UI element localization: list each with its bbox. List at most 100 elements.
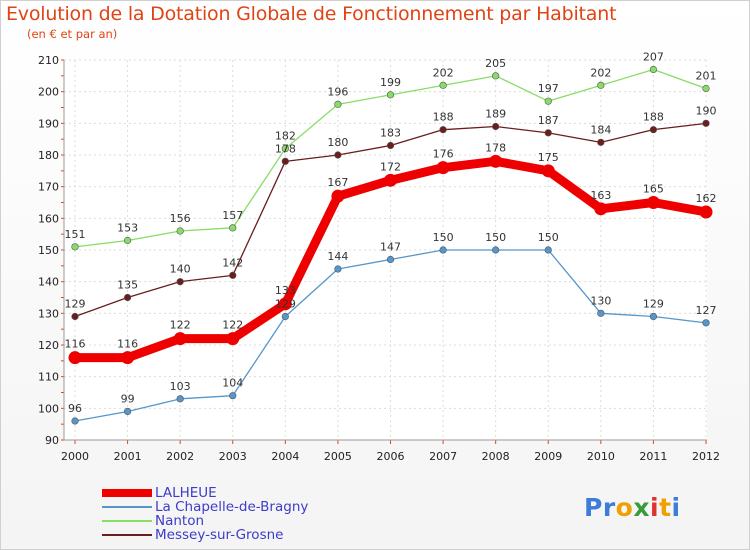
y-tick-label: 210 [38, 54, 59, 67]
y-tick-label: 100 [38, 402, 59, 415]
data-point [544, 129, 552, 137]
data-label: 150 [538, 231, 559, 244]
chart-title: Evolution de la Dotation Globale de Fonc… [6, 3, 617, 25]
data-point [121, 351, 135, 365]
y-tick-label: 180 [38, 149, 59, 162]
x-tick-label: 2004 [271, 450, 299, 463]
data-label: 172 [380, 160, 401, 173]
logo-letter: r [602, 493, 616, 522]
data-label: 167 [327, 176, 348, 189]
data-point [544, 97, 552, 105]
data-point [439, 81, 447, 89]
axes: 90 100 110 120 130 140 150 160 170 180 190 200 210 20… [38, 54, 720, 463]
data-label: 205 [485, 57, 506, 70]
y-tick-label: 110 [38, 371, 59, 384]
data-label: 175 [538, 151, 559, 164]
data-label: 130 [590, 294, 611, 307]
x-tick-label: 2002 [166, 450, 194, 463]
data-point [68, 351, 82, 365]
legend-swatch [102, 534, 152, 536]
data-label: 162 [696, 192, 717, 205]
series-lalheue [68, 154, 713, 365]
data-point [702, 84, 710, 93]
data-label: 196 [327, 85, 348, 98]
y-tick-label: 170 [38, 181, 59, 194]
data-point [226, 332, 240, 346]
data-point [439, 126, 447, 134]
data-label: 184 [590, 123, 611, 136]
y-tick-label: 200 [38, 86, 59, 99]
data-point [702, 119, 710, 127]
data-label: 165 [643, 183, 664, 196]
data-label: 99 [121, 393, 135, 406]
data-label: 96 [68, 402, 82, 415]
data-label: 180 [327, 136, 348, 149]
data-point [71, 243, 79, 251]
series-la-chapelle-de-bragny [71, 246, 710, 425]
data-label: 129 [275, 298, 296, 311]
data-label: 188 [433, 111, 454, 124]
data-point [71, 417, 79, 425]
legend-swatch [102, 520, 152, 522]
data-point [702, 319, 710, 327]
data-label: 103 [170, 380, 191, 393]
x-tick-label: 2011 [639, 450, 667, 463]
data-label: 190 [696, 104, 717, 117]
x-tick-label: 2003 [219, 450, 247, 463]
data-label: 153 [117, 222, 138, 235]
data-label: 176 [433, 148, 454, 161]
logo-letter: o [615, 493, 634, 522]
data-point [649, 126, 658, 134]
data-label: 122 [222, 319, 243, 332]
data-label: 140 [170, 263, 191, 276]
data-label: 133 [275, 284, 296, 297]
y-tick-label: 90 [45, 434, 59, 447]
data-point [278, 297, 292, 311]
data-label: 116 [117, 338, 138, 351]
data-label: 182 [275, 130, 296, 143]
x-tick-label: 2008 [482, 450, 510, 463]
x-tick-label: 2007 [429, 450, 457, 463]
data-label: 197 [538, 82, 559, 95]
data-point [386, 141, 395, 150]
x-tick-label: 2005 [324, 450, 352, 463]
logo-letter: t [659, 493, 672, 522]
logo-letter: i [671, 493, 681, 522]
x-tick-label: 2001 [114, 450, 142, 463]
value-labels: 96 99 103 104 129 144 147 150 150 150 130 129 127 151… [65, 51, 717, 416]
proxiti-logo: Proxiti [584, 493, 681, 522]
data-point [331, 189, 345, 203]
data-label: 127 [696, 304, 717, 317]
legend-label: Nanton [155, 513, 205, 529]
series-nanton [71, 65, 710, 251]
data-point [541, 164, 555, 178]
data-point [386, 255, 395, 264]
data-label: 199 [380, 76, 401, 89]
data-point [176, 395, 184, 403]
legend-swatch [102, 506, 152, 508]
data-point [229, 392, 237, 400]
data-point [384, 173, 397, 187]
data-label: 183 [380, 127, 401, 140]
data-label: 201 [696, 70, 717, 83]
data-point [123, 407, 132, 416]
data-label: 163 [590, 189, 611, 202]
data-label: 129 [65, 298, 86, 311]
data-label: 116 [65, 338, 86, 351]
data-point [173, 332, 187, 346]
data-point [594, 202, 608, 216]
x-tick-label: 2009 [534, 450, 562, 463]
data-label: 104 [222, 377, 243, 390]
data-point [492, 72, 500, 80]
y-tick-label: 160 [38, 212, 59, 225]
y-tick-label: 190 [38, 117, 59, 130]
data-point [281, 157, 289, 165]
data-label: 202 [590, 66, 611, 79]
data-point [123, 293, 132, 302]
x-tick-label: 2000 [61, 450, 89, 463]
data-label: 122 [170, 319, 191, 332]
x-tick-label: 2006 [377, 450, 405, 463]
y-tick-label: 130 [38, 307, 59, 320]
data-point [492, 122, 500, 131]
